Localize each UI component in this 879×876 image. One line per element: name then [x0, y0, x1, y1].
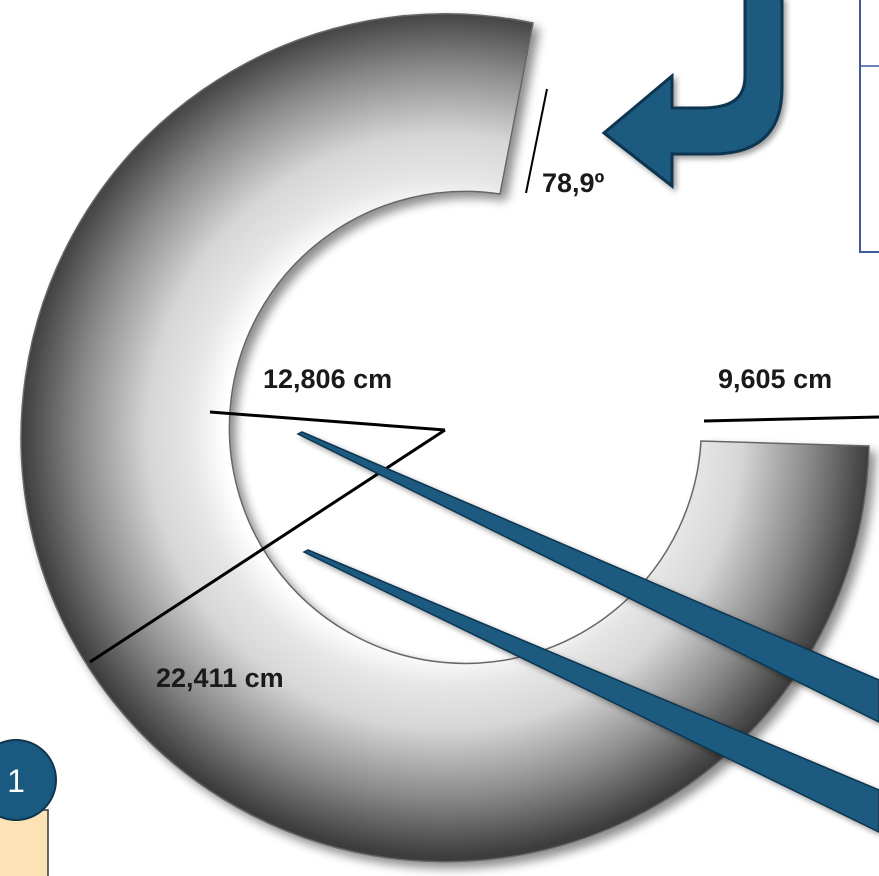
inner-radius-label: 12,806 cm [263, 364, 392, 394]
angle-gap-line [525, 88, 548, 194]
step-badge-number: 1 [7, 763, 25, 799]
info-panel [859, 0, 879, 253]
outer-radius-label: 22,411 cm [156, 663, 284, 693]
angle-label: 78,9º [542, 168, 605, 198]
width-dimension-line [703, 415, 879, 423]
width-label: 9,605 cm [718, 364, 832, 394]
curved-arrow-icon [601, 0, 784, 190]
pointer-needle-upper [296, 431, 879, 723]
step-badge: 1 [0, 739, 57, 876]
inner-radius-line [209, 410, 446, 432]
pointer-needle-lower [302, 549, 879, 833]
